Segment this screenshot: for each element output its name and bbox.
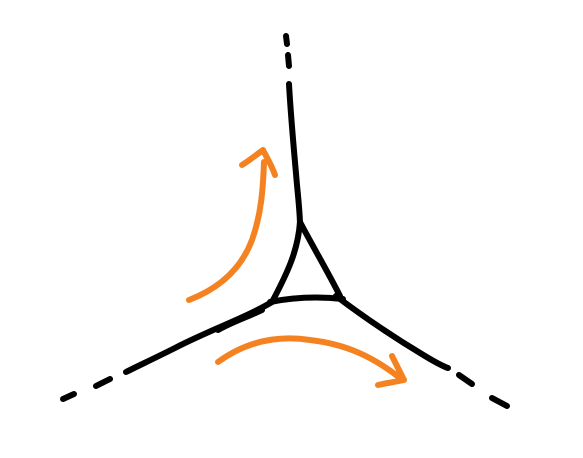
right-leg-dash-1: [456, 372, 475, 387]
left-leg-dash-1: [93, 376, 113, 389]
arrow-up-head: [239, 147, 278, 178]
top-leg-dash-1: [283, 33, 290, 47]
triangle-bottom-side: [267, 294, 346, 305]
curved-arrow-right-icon: [215, 335, 403, 381]
triangle-left-side: [269, 219, 303, 305]
curved-arrow-up-icon: [186, 159, 267, 303]
triangle-right-side: [297, 219, 343, 299]
orange-arrows: [186, 147, 407, 388]
top-leg-line: [286, 81, 303, 228]
black-strokes: [60, 33, 510, 409]
left-leg-double: [215, 307, 265, 333]
top-leg-dash-2: [285, 52, 292, 69]
arrow-right-head: [375, 353, 407, 388]
right-leg-dash-2: [489, 395, 510, 409]
right-leg-line: [333, 293, 451, 371]
left-leg-dash-2: [60, 391, 77, 402]
